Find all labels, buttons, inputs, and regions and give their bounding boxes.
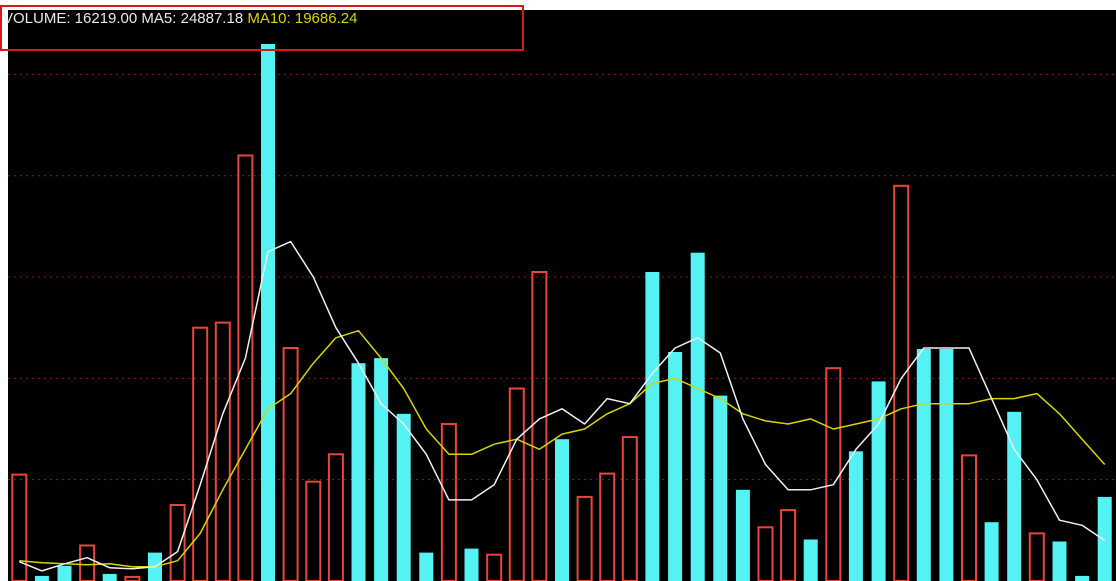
volume-bar-down	[984, 522, 999, 581]
volume-bar-down	[645, 272, 660, 581]
volume-bars	[11, 44, 1112, 581]
volume-chart	[8, 10, 1116, 581]
ma10-readout: MA10: 19686.24	[247, 10, 358, 27]
volume-bar-down	[1075, 575, 1090, 581]
volume-bar-down	[102, 573, 117, 581]
volume-bar-down	[668, 352, 683, 581]
volume-bar-down	[1052, 541, 1067, 581]
volume-bar-up	[192, 326, 209, 581]
volume-bar-down	[713, 395, 728, 581]
volume-bar-down	[939, 349, 954, 581]
volume-bar-down	[351, 363, 366, 581]
volume-bar-up	[79, 544, 96, 581]
volume-bar-up	[961, 454, 977, 581]
indicator-readout: VOLUME: 16219.00 MA5: 24887.18 MA10: 196…	[3, 10, 357, 28]
volume-chart-svg	[8, 44, 1116, 581]
volume-bar-up	[305, 480, 322, 581]
volume-bar-up	[757, 526, 774, 581]
volume-bar-up	[214, 321, 231, 581]
volume-bar-up	[780, 509, 797, 581]
readout-highlight-box	[0, 5, 524, 51]
volume-bar-down	[690, 252, 705, 581]
volume-bar-down	[396, 413, 411, 581]
volume-bar-up	[893, 184, 910, 581]
volume-bar-up	[169, 504, 186, 581]
volume-bar-down	[1097, 496, 1112, 581]
volume-bar-up	[327, 453, 344, 581]
volume-bar-up	[531, 271, 548, 581]
ma10-line	[19, 329, 1106, 568]
volume-bar-down	[803, 539, 818, 581]
volume-bar-down	[57, 565, 72, 581]
volume-bar-up	[599, 472, 616, 581]
volume-bar-down	[261, 44, 275, 581]
volume-bar-down	[34, 575, 49, 581]
volume-bar-down	[848, 451, 863, 581]
volume-bar-up	[508, 387, 525, 581]
volume-bar-up	[576, 495, 593, 581]
volume-bar-up	[621, 436, 638, 581]
volume-bar-up	[237, 154, 254, 581]
moving-average-lines	[19, 240, 1106, 572]
ma5-line	[19, 240, 1106, 572]
volume-bar-up	[1028, 532, 1045, 581]
volume-bar-up	[440, 423, 457, 581]
volume-bar-down	[555, 439, 569, 581]
volume-bar-down	[464, 548, 479, 581]
volume-bar-down	[735, 489, 750, 581]
volume-bar-down	[419, 552, 434, 581]
volume-bar-down	[374, 358, 389, 581]
ma5-readout: MA5: 24887.18	[141, 10, 244, 27]
volume-bar-up	[124, 575, 141, 581]
volume-bar-up	[825, 367, 842, 581]
volume-bar-down	[871, 381, 886, 581]
volume-readout: VOLUME: 16219.00	[3, 10, 138, 27]
volume-bar-up	[486, 553, 503, 581]
volume-bar-up	[11, 473, 28, 581]
volume-bar-up	[282, 347, 299, 581]
volume-bar-down	[916, 349, 931, 581]
